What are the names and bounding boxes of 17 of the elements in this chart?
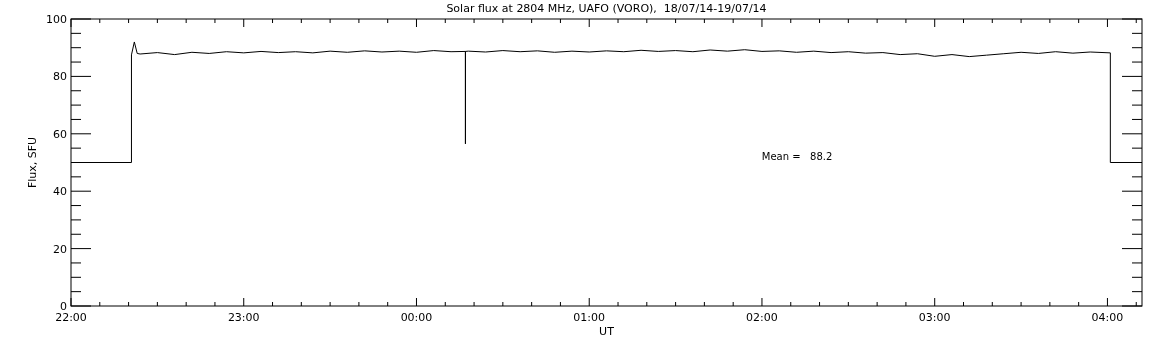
x-tick-label: 02:00 bbox=[746, 311, 778, 324]
x-tick-label: 23:00 bbox=[227, 311, 260, 324]
y-tick-label: 20 bbox=[53, 242, 67, 256]
y-axis-title: Flux, SFU bbox=[26, 136, 39, 189]
x-tick-label: 22:00 bbox=[55, 311, 87, 324]
y-tick-label: 80 bbox=[53, 70, 67, 84]
chart-title: Solar flux at 2804 MHz, UAFO (VORO), 18/07/14-19/07/14 bbox=[446, 2, 767, 15]
annotation: Mean = 88.2 bbox=[761, 150, 833, 162]
y-tick-label: 100 bbox=[46, 13, 67, 26]
y-tick-label: 40 bbox=[53, 185, 67, 199]
x-axis-title: UT bbox=[599, 325, 615, 338]
y-tick-label: 0 bbox=[60, 300, 67, 313]
x-tick-label: 04:00 bbox=[1091, 311, 1124, 324]
x-tick-label: 00:00 bbox=[400, 311, 433, 324]
x-tick-label: 01:00 bbox=[573, 311, 606, 324]
y-tick-label: 60 bbox=[53, 127, 67, 141]
x-tick-label: 03:00 bbox=[918, 311, 951, 324]
